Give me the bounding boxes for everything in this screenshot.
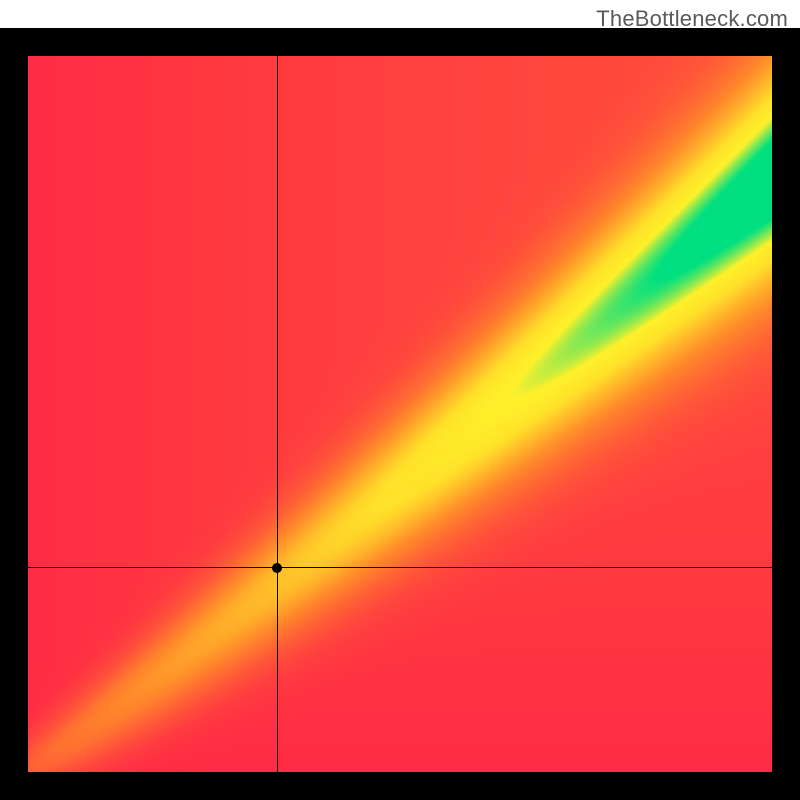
border-bottom bbox=[0, 772, 800, 800]
chart-frame bbox=[0, 28, 800, 800]
border-left bbox=[0, 28, 28, 800]
crosshair-dot bbox=[272, 563, 282, 573]
watermark-text: TheBottleneck.com bbox=[596, 6, 788, 32]
border-right bbox=[772, 28, 800, 800]
crosshair-vertical bbox=[277, 56, 278, 772]
heatmap-canvas bbox=[28, 56, 772, 772]
crosshair-horizontal bbox=[28, 567, 772, 568]
border-top bbox=[0, 28, 800, 56]
